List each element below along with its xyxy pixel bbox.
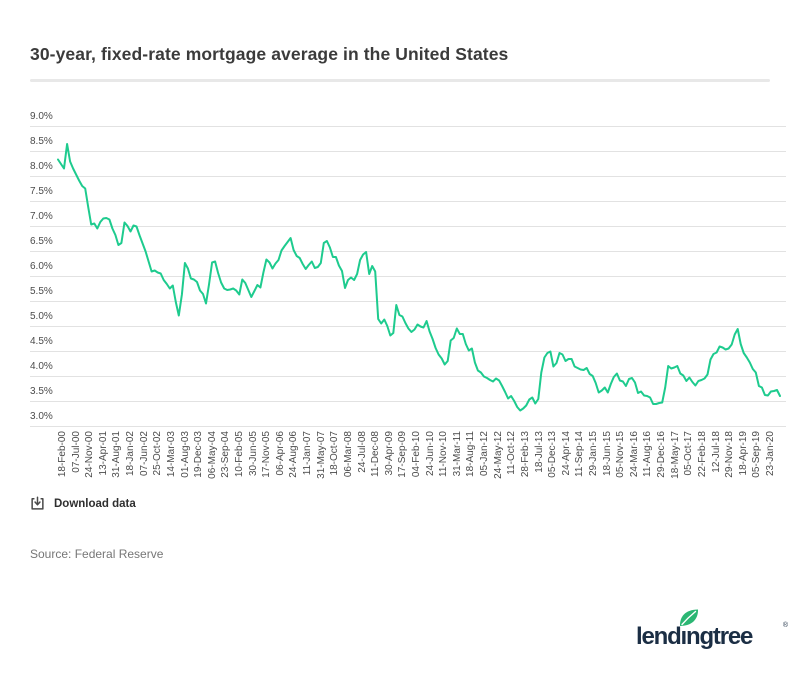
x-tick-label: 28-Feb-13 [519,431,531,478]
y-tick-label: 6.0% [30,261,53,272]
gridline [30,301,786,302]
x-tick-label: 29-Dec-16 [656,431,668,478]
source-note: Source: Federal Reserve [30,547,164,561]
x-tick-label: 25-Oct-02 [152,431,164,476]
x-tick-label: 05-Dec-13 [547,431,559,478]
x-tick-label: 17-Sep-09 [397,431,409,478]
x-tick-label: 11-Dec-08 [370,431,382,477]
x-tick-label: 18-Apr-19 [737,431,749,476]
gridline [30,176,786,177]
y-tick-label: 8.0% [30,161,53,172]
gridline [30,226,786,227]
x-tick-label: 19-Dec-03 [193,431,205,478]
y-tick-label: 3.5% [30,386,53,397]
x-tick-label: 05-Oct-17 [683,431,695,476]
y-tick-label: 4.5% [30,336,53,347]
download-data-button[interactable]: Download data [30,496,136,511]
gridline [30,401,786,402]
x-tick-label: 24-Mar-16 [628,431,640,478]
x-tick-label: 05-Jan-12 [479,431,491,477]
x-tick-label: 11-Oct-12 [506,431,518,475]
x-tick-label: 18-Feb-00 [57,431,68,478]
logo-text: lendıngtree [636,623,753,650]
x-tick-label: 04-Feb-10 [411,431,422,478]
y-tick-label: 7.5% [30,186,53,197]
x-tick-label: 11-Nov-10 [438,431,450,477]
x-tick-label: 18-Jun-15 [601,431,613,477]
x-tick-label: 30-Apr-09 [383,431,395,476]
x-tick-label: 18-Jul-13 [533,431,545,473]
x-tick-label: 23-Jan-20 [765,431,776,477]
gridline [30,151,786,152]
page-title: 30-year, fixed-rate mortgage average in … [30,44,509,64]
y-tick-label: 3.0% [30,411,53,422]
x-tick-label: 06-Mar-08 [342,431,354,478]
registered-mark: ® [782,622,788,629]
x-tick-label: 13-Apr-01 [97,431,109,476]
x-tick-label: 23-Sep-04 [220,431,232,478]
x-tick-label: 24-May-12 [492,431,504,479]
x-tick-label: 18-May-17 [669,431,681,479]
x-tick-label: 31-May-07 [315,431,327,479]
gridline [30,201,786,202]
y-tick-label: 4.0% [30,361,53,372]
gridline [30,376,786,377]
x-tick-label: 24-Apr-14 [560,431,572,476]
x-tick-label: 11-Jan-07 [302,431,314,476]
download-label: Download data [54,497,136,510]
lendingtree-logo: lendıngtree ® [636,608,788,660]
x-tick-label: 06-Apr-06 [274,431,286,476]
x-tick-label: 06-May-04 [206,431,218,479]
x-tick-label: 05-Sep-19 [751,431,763,478]
y-tick-label: 7.0% [30,211,53,222]
gridline [30,126,786,127]
x-tick-label: 11-Sep-14 [574,431,586,477]
x-tick-label: 07-Jul-00 [70,431,82,473]
x-tick-label: 31-Aug-01 [111,431,123,478]
title-divider [30,79,770,82]
x-tick-label: 14-Mar-03 [165,431,177,478]
y-tick-label: 5.5% [30,286,53,297]
x-tick-label: 12-Jul-18 [710,431,722,473]
x-tick-label: 05-Nov-15 [615,431,627,478]
x-tick-label: 29-Jan-15 [588,431,599,477]
x-tick-label: 18-Oct-07 [329,431,341,476]
x-tick-label: 01-Aug-03 [179,431,191,478]
x-tick-label: 24-Jul-08 [356,431,368,473]
x-tick-label: 18-Aug-11 [465,431,477,477]
x-tick-label: 17-Nov-05 [261,431,273,478]
x-tick-label: 24-Jun-10 [424,431,436,477]
x-tick-label: 18-Jan-02 [125,431,137,477]
y-tick-label: 8.5% [30,136,53,147]
gridline [30,251,786,252]
gridline [30,276,786,277]
x-tick-label: 10-Feb-05 [234,431,245,478]
y-tick-label: 6.5% [30,236,53,247]
x-tick-label: 30-Jun-05 [247,431,259,477]
y-tick-label: 9.0% [30,111,53,122]
x-tick-label: 29-Nov-18 [724,431,736,478]
download-icon [31,496,44,510]
x-tick-label: 24-Aug-06 [288,431,300,478]
x-tick-label: 31-Mar-11 [451,431,463,477]
x-tick-label: 22-Feb-18 [696,431,708,478]
gridline [30,351,786,352]
gridline [30,426,786,427]
x-tick-label: 07-Jun-02 [138,431,150,477]
leaf-icon [679,609,699,626]
y-tick-label: 5.0% [30,311,53,322]
gridline [30,326,786,327]
x-tick-label: 11-Aug-16 [642,431,654,477]
x-tick-label: 24-Nov-00 [84,431,96,478]
